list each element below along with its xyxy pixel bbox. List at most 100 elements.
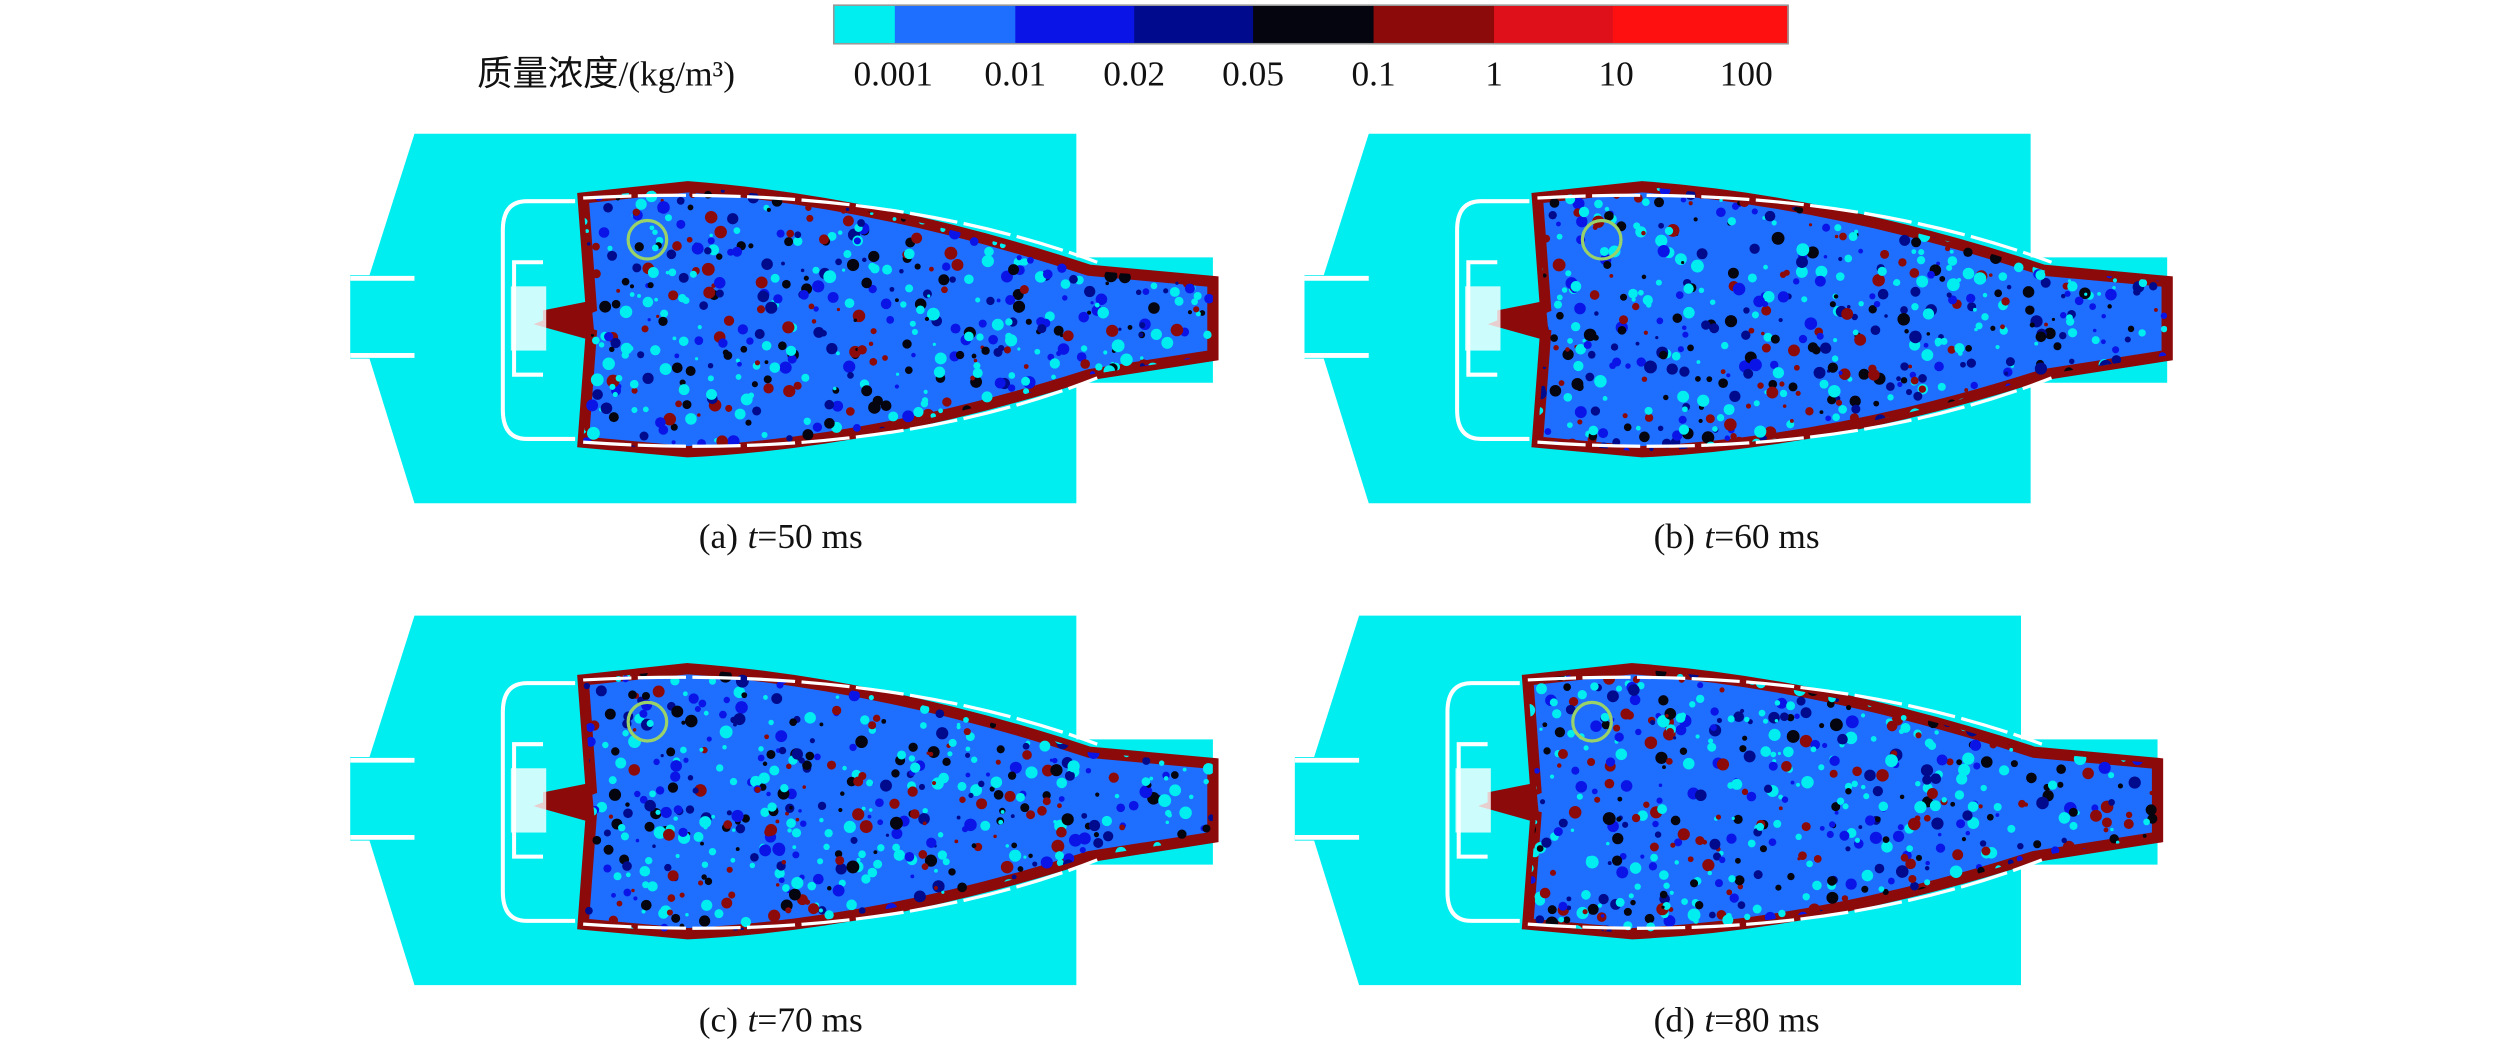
particle <box>1674 838 1683 847</box>
particle <box>795 817 800 822</box>
particle <box>2039 433 2052 446</box>
particle <box>823 843 830 851</box>
particle <box>1053 820 1057 824</box>
particle <box>1080 359 1091 369</box>
particle <box>716 764 724 772</box>
particle <box>824 399 835 410</box>
particle <box>672 336 677 341</box>
particle <box>618 824 626 832</box>
particle <box>2112 346 2120 354</box>
particle <box>775 819 780 824</box>
particle <box>1042 791 1051 800</box>
particle <box>1049 358 1060 369</box>
particle <box>1929 800 1941 812</box>
particle <box>2007 824 2016 833</box>
particle <box>993 789 1004 800</box>
particle <box>1553 344 1559 351</box>
particle <box>1659 350 1668 360</box>
particle <box>1590 682 1599 691</box>
particle <box>2055 436 2066 447</box>
particle <box>2135 202 2146 214</box>
particle <box>867 814 872 819</box>
particle <box>1576 215 1588 228</box>
particle <box>1793 278 1800 285</box>
particle <box>1625 710 1634 720</box>
particle <box>1845 878 1857 890</box>
particle <box>647 267 659 278</box>
particle <box>752 406 762 416</box>
particle <box>1715 814 1722 820</box>
particle <box>1851 404 1861 414</box>
particle <box>1709 911 1716 919</box>
particle <box>1094 397 1105 408</box>
particle <box>1695 836 1705 846</box>
particle <box>1561 287 1568 293</box>
colorbar-segment <box>833 5 896 44</box>
particle <box>951 259 964 271</box>
particle <box>654 297 659 302</box>
particle <box>649 790 656 798</box>
particle <box>642 372 654 385</box>
particle <box>2026 712 2034 720</box>
particle <box>1161 432 1168 439</box>
particle <box>799 290 809 300</box>
particle <box>1005 318 1013 326</box>
particle <box>1104 708 1108 713</box>
particle <box>858 907 866 914</box>
particle <box>1716 758 1730 771</box>
particle <box>2070 870 2074 874</box>
particle <box>1722 914 1734 926</box>
particle <box>1008 372 1016 379</box>
particle <box>1208 814 1213 822</box>
particle <box>2160 325 2168 333</box>
particle <box>1557 763 1562 768</box>
particle <box>1116 803 1126 813</box>
particle <box>1716 717 1723 723</box>
particle <box>802 429 814 441</box>
particle <box>1829 755 1840 767</box>
particle <box>936 727 949 740</box>
highlight-circle <box>1571 700 1613 743</box>
particle <box>2034 413 2039 418</box>
particle <box>1900 362 1909 371</box>
caption-variable: t <box>748 517 759 556</box>
particle <box>682 691 688 697</box>
particle <box>2115 225 2127 237</box>
colorbar-segment <box>1612 5 1789 44</box>
particle <box>959 796 966 803</box>
particle <box>727 248 735 256</box>
particle <box>897 750 907 760</box>
particle <box>1870 325 1881 336</box>
colorbar-label: 0.1 <box>1351 55 1395 94</box>
particle <box>1637 289 1644 296</box>
particle <box>698 880 704 886</box>
particle <box>1941 797 1947 803</box>
particle <box>1822 223 1831 232</box>
particle <box>1844 254 1853 263</box>
particle <box>1534 767 1540 774</box>
particle <box>1659 890 1668 899</box>
particle <box>1707 415 1714 422</box>
particle <box>1086 865 1091 870</box>
particle <box>1114 430 1122 438</box>
particle <box>1826 830 1834 839</box>
particle <box>827 760 837 770</box>
particle <box>1827 362 1839 373</box>
particle <box>1642 198 1650 207</box>
particle <box>1695 789 1707 802</box>
particle <box>835 855 845 865</box>
highlight-circle <box>1580 218 1623 261</box>
particle <box>1772 367 1785 379</box>
particle <box>989 786 995 792</box>
particle <box>996 745 1005 754</box>
particle <box>1084 285 1096 298</box>
particle <box>1778 806 1783 811</box>
particle <box>728 891 736 899</box>
particle <box>1111 881 1115 885</box>
particle <box>1826 891 1839 904</box>
particle <box>604 331 614 342</box>
particle <box>1762 718 1769 724</box>
particle <box>1171 713 1177 718</box>
particle <box>1650 853 1658 862</box>
particle <box>754 786 761 793</box>
